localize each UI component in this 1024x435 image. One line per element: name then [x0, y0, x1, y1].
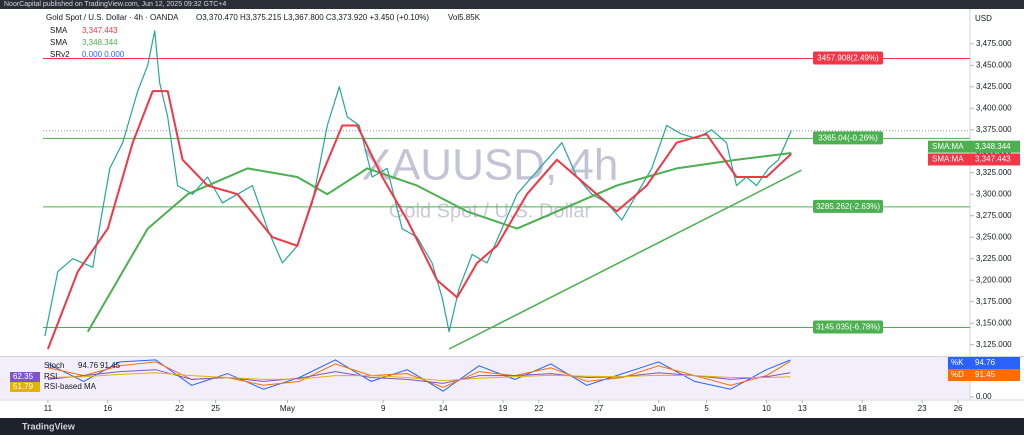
- x-tick-label: 22: [534, 404, 543, 413]
- osc-value-box: [10, 372, 40, 382]
- osc-label: 91.45: [100, 361, 121, 370]
- level-label-box: [813, 131, 883, 145]
- osc-tag-box: [948, 369, 1020, 381]
- y-tick-label: 3,475.000: [976, 39, 1012, 48]
- price-line: [46, 90, 792, 350]
- indicator-value: 3,348.344: [82, 38, 118, 47]
- osc-tag-box: [948, 357, 1020, 369]
- level-label: 3285.262(-2.63%): [816, 202, 880, 211]
- series-tag-name: SMA:MA: [932, 155, 964, 164]
- indicator-value: 0.000 0.000: [82, 50, 125, 59]
- level-label: 3145.035(-6.78%): [816, 323, 880, 332]
- indicator-name: SMA: [50, 26, 68, 35]
- osc-line: [47, 360, 791, 388]
- x-tick-label: 23: [918, 404, 927, 413]
- x-tick-label: 19: [499, 404, 508, 413]
- series-tag-box: [928, 153, 1020, 166]
- y-tick-label: 3,175.000: [976, 297, 1012, 306]
- x-tick-label: May: [280, 404, 295, 413]
- x-tick-label: 11: [44, 404, 53, 413]
- y-tick-label: 3,450.000: [976, 60, 1012, 69]
- footer-brand: TradingView: [22, 421, 76, 431]
- level-label-box: [813, 51, 883, 65]
- level-label: 3457.908(2.49%): [817, 54, 879, 63]
- x-tick-label: 13: [798, 404, 807, 413]
- x-tick-label: 27: [594, 404, 603, 413]
- top-bar: [0, 0, 1024, 9]
- watermark-symbol: XAUUSD, 4h: [362, 141, 619, 190]
- y-tick-label: 3,425.000: [976, 82, 1012, 91]
- osc-tag-name: %K: [951, 358, 964, 367]
- y-tick-label: 3,300.000: [976, 189, 1012, 198]
- ohlc: O3,370.470 H3,375.215 L3,367.800 C3,373.…: [196, 13, 429, 22]
- x-tick-label: 18: [858, 404, 867, 413]
- y-tick-label: 3,225.000: [976, 254, 1012, 263]
- osc-label: RSI: [44, 372, 57, 381]
- y-tick-label: 3,275.000: [976, 211, 1012, 220]
- osc-label: RSI-based MA: [44, 382, 97, 391]
- osc-value-box: [10, 382, 40, 392]
- x-tick-label: 16: [103, 404, 112, 413]
- x-tick-label: 14: [439, 404, 448, 413]
- price-line: [86, 152, 792, 333]
- x-tick-label: 10: [762, 404, 771, 413]
- y-tick-label: 3,325.000: [976, 168, 1012, 177]
- indicator-value: 3,347.443: [82, 26, 118, 35]
- y-tick-label: 3,150.000: [976, 318, 1012, 327]
- x-tick-label: 25: [211, 404, 220, 413]
- watermark-description: Gold Spot / U.S. Dollar: [389, 200, 592, 222]
- y-tick-label: 3,250.000: [976, 232, 1012, 241]
- series-tag-name: SMA:MA: [932, 142, 964, 151]
- published: NoorCapital published on TradingView.com…: [4, 1, 226, 8]
- indicator-name: SRv2: [50, 50, 70, 59]
- x-tick-label: 22: [175, 404, 184, 413]
- series-tag-value: 3,347.443: [975, 155, 1011, 164]
- series-tag-value: 3,348.344: [975, 142, 1011, 151]
- chart-bg: [0, 9, 1024, 418]
- x-tick-label: 5: [704, 404, 709, 413]
- level-label-box: [813, 320, 883, 334]
- volume: Vol5.85K: [448, 13, 481, 22]
- currency: USD: [975, 14, 992, 23]
- y-tick-label: 3,125.000: [976, 340, 1012, 349]
- symbol: Gold Spot / U.S. Dollar · 4h · OANDA: [46, 13, 179, 22]
- osc-value: 51.79: [13, 382, 34, 391]
- y-tick-label: 3,400.000: [976, 103, 1012, 112]
- series-tag-box: [928, 140, 1020, 153]
- level-label-box: [813, 199, 883, 213]
- y-tick-label: 3,375.000: [976, 125, 1012, 134]
- x-tick-label: 9: [381, 404, 386, 413]
- level-label: 3365.04(-0.26%): [818, 133, 878, 142]
- y-tick-label: 3,200.000: [976, 275, 1012, 284]
- osc-tag-name: %D: [951, 370, 964, 379]
- osc-label: Stoch: [44, 361, 64, 370]
- footer-bar: [0, 418, 1024, 435]
- osc-value: 62.35: [13, 372, 34, 381]
- osc-label: 94.76: [78, 361, 99, 370]
- osc-tick-label: 0.00: [976, 392, 992, 401]
- trendline: [448, 169, 802, 350]
- indicator-name: SMA: [50, 38, 68, 47]
- x-tick-label: 26: [954, 404, 963, 413]
- x-tick-label: Jun: [652, 404, 665, 413]
- osc-tag-value: 91.45: [975, 370, 996, 379]
- osc-tag-value: 94.76: [975, 358, 996, 367]
- osc-line: [47, 372, 791, 382]
- price-line: [44, 30, 792, 337]
